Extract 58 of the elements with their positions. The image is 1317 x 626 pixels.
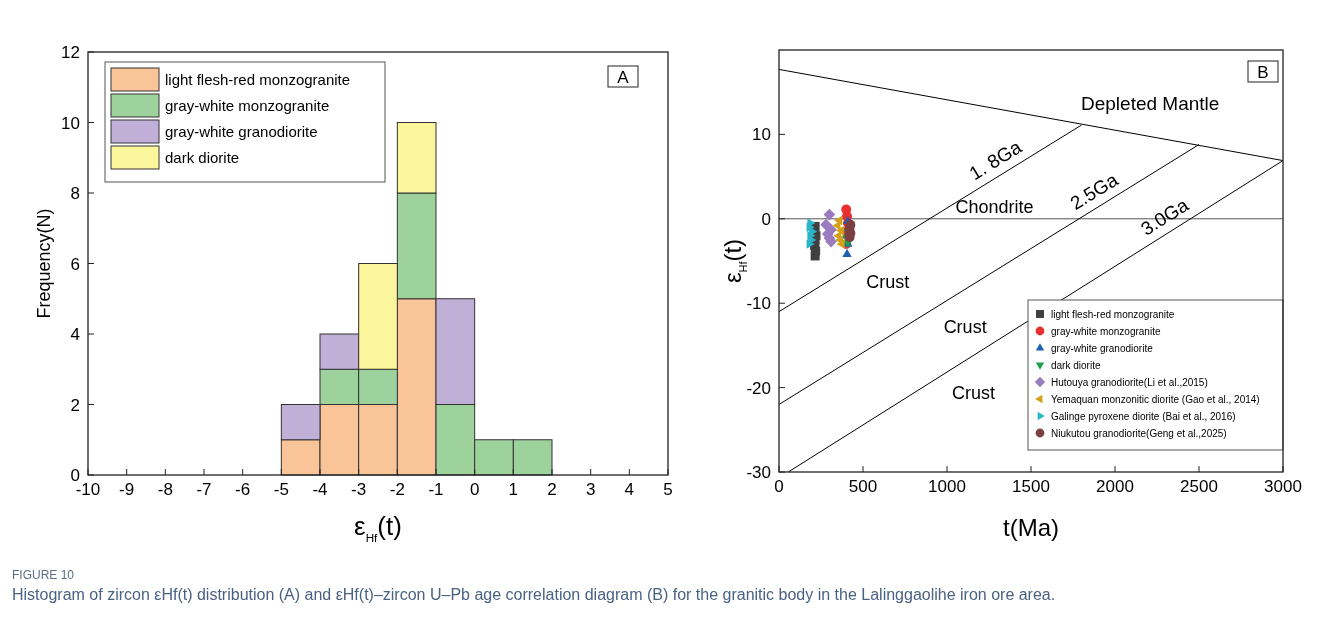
x-tick-label: 4 [624,480,635,499]
series-label: Depleted Mantle [1081,93,1220,115]
x-tick-label: 3000 [1264,477,1302,496]
x-tick-label: -7 [196,480,212,499]
x-tick-label: -1 [428,480,444,499]
legend-label: gray-white monzogranite [1051,326,1161,337]
x-tick-label: -8 [157,480,173,499]
legend-label: Hutouya granodiorite(Li et al.,2015) [1051,377,1208,388]
y-tick-label: 12 [61,43,80,62]
y-tick-label: -10 [746,294,771,314]
caption: FIGURE 10 [12,568,75,582]
x-tick-label: 2 [547,480,557,499]
x-tick-label: -4 [312,480,328,499]
x-tick-label: 500 [848,477,878,496]
legend-label: Yemaquan monzonitic diorite (Gao et al., 2014) [1051,394,1260,405]
annotation: Crust [943,316,987,337]
y-tick-label: 0 [761,209,771,229]
ref-line-label: Chondrite [955,196,1034,217]
x-tick-label: 3 [585,480,596,499]
legend-label: light flesh-red monzogranite [165,71,351,88]
legend-label: gray-white granodiorite [165,123,318,140]
annotation: Crust [866,271,910,292]
x-tick-label: 2500 [1180,477,1218,496]
y-tick-label: 10 [752,125,771,145]
y-tick-label: 8 [70,184,80,203]
x-tick-label: -3 [351,480,367,499]
annotation: B [1257,63,1269,82]
legend-label: dark diorite [165,149,240,166]
legend-label: gray-white monzogranite [165,97,330,114]
x-tick-label: 2000 [1096,477,1134,496]
x-tick-label: -9 [119,480,135,499]
y-tick-label: 2 [70,395,80,415]
legend-label: dark diorite [1051,360,1101,371]
legend-label: Niukutou granodiorite(Geng et al.,2025) [1051,428,1227,439]
text: Histogram of zircon εHf(t) distribution (A) and εHf(t)–zircon U–Pb age correlation diagram (B) for the granitic body in the Lalinggaolihe iron ore area. [12,586,1056,603]
x-tick-label: 1000 [928,477,966,496]
x-tick-label: 0 [469,480,480,499]
x-tick-label: 0 [774,477,784,496]
y-tick-label: -20 [746,378,771,398]
x-tick-label: -2 [389,480,405,499]
text: 1. 8Ga [965,136,1026,185]
y-tick-label: 10 [61,113,80,133]
annotation: A [617,68,630,87]
x-tick-label: -6 [235,480,251,499]
x-tick-label: 5 [663,480,673,499]
x-tick-label: 1500 [1012,477,1050,496]
y-axis-title: Frequency(N) [34,208,54,319]
legend-label: Galinge pyroxene diorite (Bai et al., 2016) [1051,411,1236,422]
x-axis-title: ε$_{Hf}$(t) [354,511,402,544]
y-tick-label: 6 [70,254,80,274]
x-axis-title: t(Ma) [1003,514,1059,541]
legend-label: gray-white granodiorite [1051,343,1154,354]
annotation: Crust [952,382,996,403]
y-tick-label: -30 [746,463,771,482]
y-tick-label: 4 [70,325,80,344]
x-tick-label: 1 [508,480,519,499]
x-tick-label: -5 [273,480,289,499]
legend-label: light flesh-red monzogranite [1051,309,1175,320]
